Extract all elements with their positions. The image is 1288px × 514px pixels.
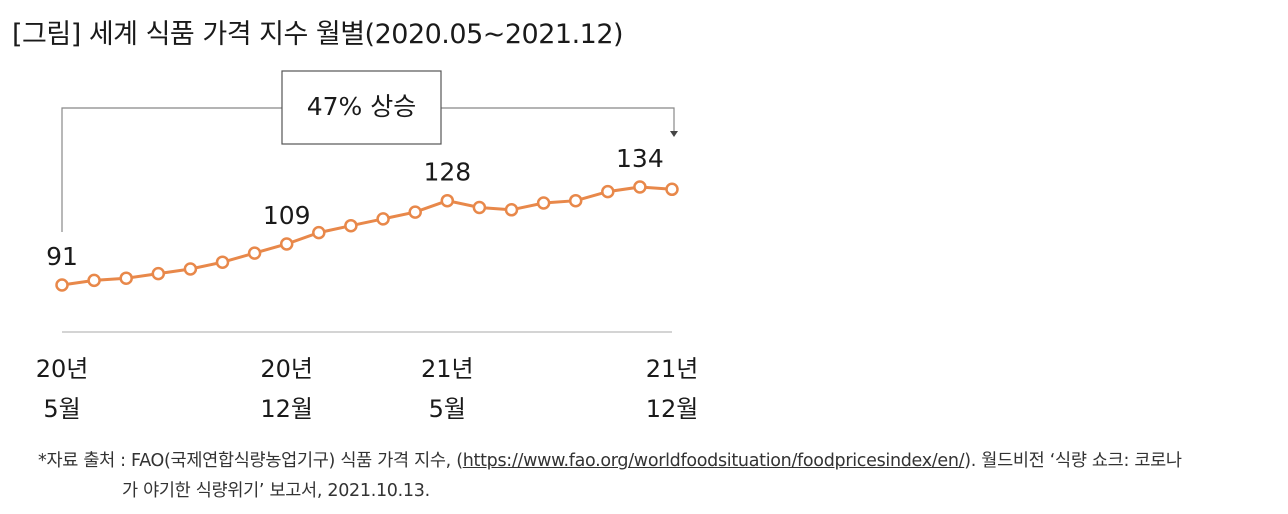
annotation-bracket-left: [61, 107, 282, 232]
data-point: [665, 182, 679, 197]
data-point: [568, 193, 583, 208]
data-label: 91: [46, 242, 78, 271]
data-point: [344, 218, 358, 233]
annotation-box: [281, 70, 442, 145]
data-point: [536, 196, 551, 210]
source-prefix: *자료 출처 : FAO(국제연합식량농업기구) 식품 가격 지수, (: [38, 451, 463, 471]
data-label: 128: [423, 158, 471, 187]
tick-label-month: 12월: [646, 395, 699, 423]
data-point: [376, 212, 390, 226]
data-point: [247, 246, 262, 260]
tick-label-year: 21년: [646, 355, 699, 383]
increase-annotation: 47% 상승: [61, 70, 678, 232]
tick-label-year: 21년: [421, 355, 474, 383]
data-label: 109: [263, 201, 311, 230]
data-point: [119, 271, 133, 285]
tick-label-month: 5월: [43, 395, 80, 423]
data-point: [183, 262, 198, 276]
source-note-line1: *자료 출처 : FAO(국제연합식량농업기구) 식품 가격 지수, (http…: [38, 447, 1182, 472]
chart-title: [그림] 세계 식품 가격 지수 월별(2020.05~2021.12): [12, 19, 624, 50]
data-point: [87, 273, 101, 288]
series-price-index: [55, 180, 679, 292]
data-point: [440, 193, 455, 208]
data-point: [312, 225, 326, 240]
data-point: [601, 184, 615, 199]
data-point: [504, 203, 519, 217]
line-chart: 47% 상승 91 109 128 134 20년 5월 20년 12월 21년 5월 21년 12…: [36, 70, 699, 423]
value-labels: 91 109 128 134: [46, 144, 664, 271]
data-point: [151, 266, 166, 281]
tick-label-year: 20년: [36, 355, 89, 383]
data-point: [215, 255, 230, 269]
source-url-link[interactable]: https://www.fao.org/worldfoodsituation/f…: [462, 451, 965, 471]
source-suffix: ). 월드비전 ‘식량 쇼크: 코로나: [964, 451, 1182, 471]
source-note-line2: 가 야기한 식량위기’ 보고서, 2021.10.13.: [122, 481, 430, 501]
x-tick-labels: 20년 5월 20년 12월 21년 5월 21년 12월: [36, 355, 699, 423]
data-label: 134: [616, 144, 664, 173]
data-point: [279, 237, 294, 251]
data-point: [472, 200, 487, 215]
annotation-bracket-right: [441, 107, 675, 132]
tick-label-month: 12월: [260, 395, 313, 423]
annotation-text: 47% 상승: [307, 92, 417, 121]
annotation-arrowhead: [670, 131, 678, 137]
data-point: [633, 180, 647, 194]
data-point: [408, 205, 422, 219]
tick-label-month: 5월: [429, 395, 466, 423]
tick-label-year: 20년: [260, 355, 313, 383]
data-point: [55, 278, 69, 292]
